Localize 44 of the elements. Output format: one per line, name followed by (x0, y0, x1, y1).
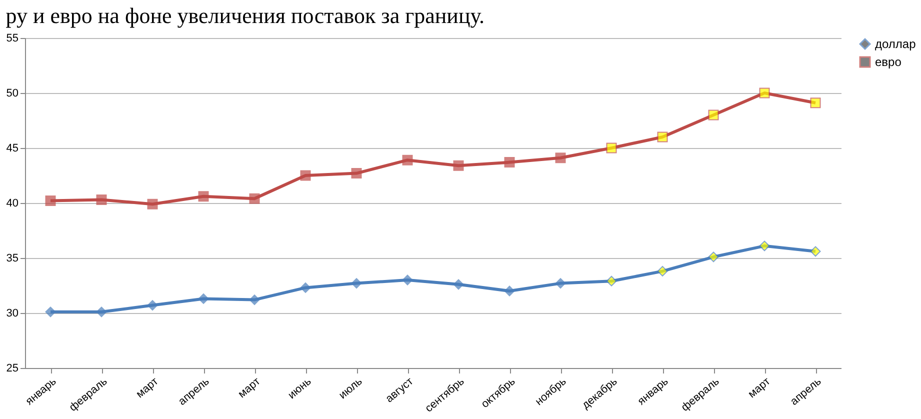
point (96, 194, 107, 205)
point (198, 191, 209, 202)
x-tick-label: июнь (286, 375, 314, 402)
point (351, 278, 362, 289)
point (147, 198, 158, 210)
point (657, 266, 668, 276)
point (606, 142, 617, 154)
legend-label: евро (875, 55, 902, 69)
y-tick-label: 55 (6, 32, 18, 44)
point (606, 276, 617, 286)
point (504, 157, 515, 168)
point (249, 294, 260, 306)
point (810, 98, 821, 108)
point (96, 306, 107, 318)
point (300, 282, 311, 293)
point (300, 170, 311, 181)
y-tick-label: 40 (6, 198, 18, 210)
point (708, 252, 719, 262)
y-tick-label: 25 (6, 362, 18, 374)
x-tick-label: июль (336, 375, 365, 402)
point (504, 286, 515, 296)
point (555, 152, 566, 164)
point (708, 110, 719, 120)
y-tick-label: 35 (6, 252, 18, 264)
point (453, 279, 464, 290)
point (453, 160, 464, 171)
point (810, 246, 821, 257)
chart-title: ру и евро на фоне увеличения поставок за границу. (6, 3, 485, 28)
point (402, 154, 413, 166)
point (198, 293, 209, 304)
point (147, 300, 158, 311)
y-tick-label: 30 (6, 308, 18, 320)
point (402, 274, 413, 286)
point (351, 168, 362, 179)
point (249, 193, 260, 204)
point (45, 196, 56, 206)
legend-label: доллар (875, 37, 916, 51)
point (657, 132, 668, 142)
point (45, 306, 56, 318)
point (759, 88, 770, 98)
point (759, 240, 770, 252)
point (555, 278, 566, 289)
y-tick-label: 50 (6, 88, 18, 100)
y-tick-label: 45 (6, 142, 18, 154)
